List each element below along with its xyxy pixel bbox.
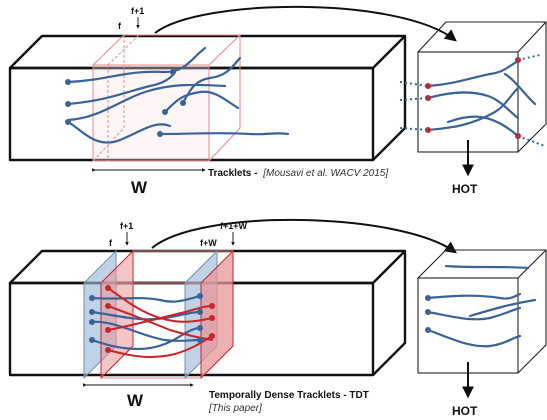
caption-citation: [Mousavi et al. WACV 2015]	[262, 168, 388, 179]
output-label-hot: HOT	[452, 182, 478, 196]
frame-label-f: f	[109, 238, 113, 248]
hot-cube-bottom	[417, 249, 547, 374]
top-panel: f f+1 W Tracklets - [Mous	[8, 5, 547, 197]
tracklet-start-point	[65, 101, 71, 107]
window-label-w: W	[127, 391, 144, 410]
hot-cube-top	[399, 21, 547, 153]
flow-arrow-bottom	[151, 218, 457, 254]
frame-label-f1w: f+1+W	[220, 221, 248, 231]
caption-tdt-title: Temporally Dense Tracklets - TDT	[209, 390, 369, 401]
tracklet-start-point	[162, 109, 168, 115]
video-volume-top	[8, 34, 407, 162]
tracklets-top	[65, 46, 290, 144]
window-red-back	[200, 249, 234, 380]
bottom-panel: f f+1 f+W f+1+W	[8, 218, 547, 418]
window-label-w: W	[131, 178, 148, 197]
frame-label-f1: f+1	[120, 221, 133, 231]
frame-label-f1: f+1	[131, 6, 144, 16]
caption-title: Tracklets -	[208, 168, 257, 179]
tracklet-start-point	[170, 69, 176, 75]
frame-label-f: f	[118, 21, 122, 31]
sliding-window-top	[92, 34, 242, 162]
window-dimension-top: W	[92, 168, 206, 197]
tracklet-start-point	[65, 79, 71, 85]
tracklet-start-point	[180, 100, 186, 106]
output-label-hot: HOT	[452, 404, 478, 418]
frame-label-fw: f+W	[200, 238, 217, 248]
caption-tdt-citation: [This paper]	[208, 403, 262, 414]
tracklets-bottom	[89, 285, 215, 358]
window-dimension-bottom: W	[83, 383, 194, 410]
caption-tracklets: Tracklets - [Mousavi et al. WACV 2015]	[208, 168, 388, 179]
tracklet-start-point	[65, 119, 71, 125]
flow-arrow-top	[154, 5, 457, 42]
tracklet-start-point	[157, 131, 163, 137]
